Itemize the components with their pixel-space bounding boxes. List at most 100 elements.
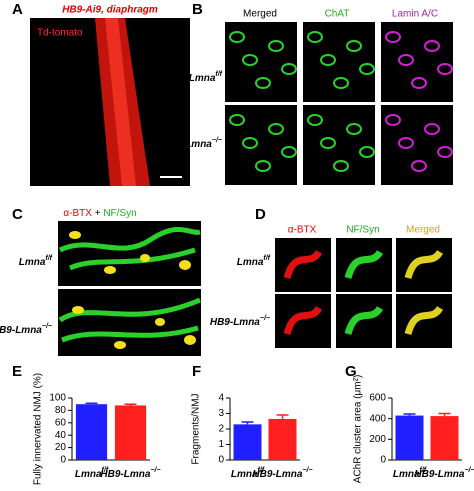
cell-image — [229, 31, 245, 43]
x-tick-label: Lmnaf/f — [393, 467, 427, 480]
cell-image — [424, 123, 440, 135]
nerve-image — [58, 226, 201, 271]
category-name: Lmna — [231, 469, 258, 480]
y-tick-label: 80 — [55, 405, 67, 416]
cell-image — [385, 114, 401, 126]
cell-image — [281, 63, 297, 75]
micrograph — [303, 22, 375, 102]
error-bar — [124, 403, 137, 406]
cell-image — [411, 160, 427, 172]
y-tick-label: 2 — [218, 424, 224, 435]
cell-image — [359, 146, 375, 158]
category-superscript: f/f — [420, 467, 427, 474]
image-grid — [225, 22, 453, 185]
bar — [233, 424, 262, 460]
y-tick-label: 60 — [55, 417, 67, 428]
panel-letter: D — [255, 206, 266, 223]
x-tick-label: HB9-Lmna−/− — [252, 467, 312, 480]
error-bar — [276, 414, 289, 419]
x-tick-label: Lmnaf/f — [75, 467, 109, 480]
y-tick-label: 4 — [218, 393, 224, 404]
x-tick-label: Lmnaf/f — [231, 467, 265, 480]
nmj-image — [344, 305, 384, 336]
category-name: HB9-Lmna — [414, 469, 464, 480]
cell-image — [229, 114, 245, 126]
cell-image — [307, 31, 323, 43]
column-label: Merged — [243, 9, 277, 20]
cell-image — [242, 54, 258, 66]
micrograph — [225, 22, 297, 102]
cell-image — [398, 54, 414, 66]
nmj-image — [69, 231, 196, 349]
micrograph — [275, 294, 331, 348]
cell-image — [346, 40, 362, 52]
micrograph — [275, 238, 331, 292]
y-axis-label: Fully innervated NMJ (%) — [33, 373, 44, 485]
category-name: HB9-Lmna — [252, 469, 302, 480]
nmj-image — [404, 305, 444, 336]
nerve-image — [105, 18, 136, 186]
micrograph — [225, 105, 297, 185]
y-tick-label: 1 — [218, 439, 224, 450]
column-label: Merged — [406, 225, 440, 236]
nerve-image — [58, 297, 201, 343]
panel-letter: E — [12, 363, 22, 380]
category-name: Lmna — [75, 469, 102, 480]
cell-image — [437, 146, 453, 158]
micrograph — [303, 105, 375, 185]
panel-letter: C — [12, 206, 23, 223]
category-name: Lmna — [393, 469, 420, 480]
y-axis-label: Fragments/NMJ — [191, 393, 202, 464]
y-tick-label: 200 — [369, 434, 386, 445]
nmj-image — [283, 249, 323, 280]
bar — [114, 405, 147, 460]
cell-image — [320, 137, 336, 149]
y-tick-label: 100 — [49, 393, 66, 404]
nmj-image — [283, 305, 323, 336]
cell-image — [424, 40, 440, 52]
x-tick-label: HB9-Lmna−/− — [414, 467, 474, 480]
error-bar — [85, 402, 98, 405]
column-label: α-BTX — [288, 225, 317, 236]
row-label: Lmnaf/f — [189, 71, 223, 84]
micrograph — [396, 238, 452, 292]
category-superscript: −/− — [150, 467, 160, 474]
cell-image — [385, 31, 401, 43]
micrograph — [381, 22, 453, 102]
cell-image — [268, 40, 284, 52]
y-tick-label: 3 — [218, 408, 224, 419]
panel-header: α-BTX + NF/Syn — [63, 208, 136, 219]
row-label: Lmnaf/f — [237, 255, 271, 268]
y-axis-label: AChR cluster area (μm²) — [353, 375, 364, 484]
bar — [268, 418, 297, 460]
nmj-image — [404, 249, 444, 280]
cell-image — [307, 114, 323, 126]
micrograph — [336, 294, 392, 348]
y-tick-label: 0 — [380, 455, 386, 466]
cell-image — [411, 77, 427, 89]
panel-letter: B — [192, 1, 203, 18]
x-tick-label: HB9-Lmna−/− — [100, 467, 160, 480]
cell-image — [359, 63, 375, 75]
cell-image — [437, 63, 453, 75]
image-grid — [275, 238, 452, 348]
y-tick-label: 40 — [55, 430, 67, 441]
row-label: HB9-Lmna−/− — [210, 315, 270, 328]
channel-label: Td-tomato — [37, 28, 83, 39]
cell-image — [255, 77, 271, 89]
micrograph — [381, 105, 453, 185]
y-tick-label: 600 — [369, 393, 386, 404]
panel-letter: F — [192, 363, 201, 380]
error-bar — [241, 421, 254, 425]
column-label: Lamin A/C — [392, 9, 438, 20]
cell-image — [242, 137, 258, 149]
category-superscript: f/f — [258, 467, 265, 474]
category-superscript: −/− — [464, 467, 474, 474]
panel-title: HB9-Ai9, diaphragm — [62, 5, 158, 16]
micrograph — [336, 238, 392, 292]
y-tick-label: 400 — [369, 413, 386, 424]
nmj-image — [344, 249, 384, 280]
row-label: HB9-Lmna−/− — [0, 323, 52, 336]
bar — [395, 415, 424, 460]
